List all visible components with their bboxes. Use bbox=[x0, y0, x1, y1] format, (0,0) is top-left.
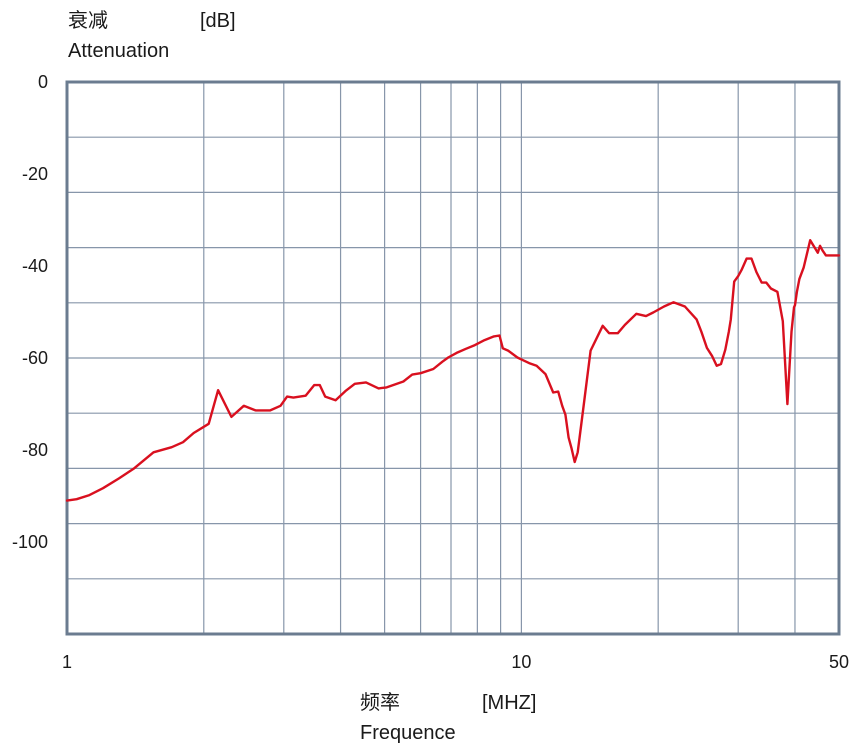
y-tick-label: -60 bbox=[22, 348, 48, 368]
y-axis-label-cn: 衰减 bbox=[68, 10, 108, 32]
y-axis-label: Attenuation bbox=[68, 40, 170, 62]
x-tick-label: 10 bbox=[511, 652, 531, 672]
gridlines bbox=[67, 82, 839, 634]
y-tick-labels: 0 -20 -40 -60 -80 -100 bbox=[12, 72, 48, 552]
plot-frame bbox=[65, 80, 841, 636]
x-tick-labels: 1 10 50 bbox=[62, 652, 849, 672]
x-tick-label: 1 bbox=[62, 652, 72, 672]
y-tick-label: 0 bbox=[38, 72, 48, 92]
x-axis-label: Frequence bbox=[360, 722, 456, 744]
y-tick-label: -100 bbox=[12, 532, 48, 552]
x-tick-label: 50 bbox=[829, 652, 849, 672]
attenuation-curve bbox=[65, 238, 841, 502]
y-axis-unit: [dB] bbox=[200, 10, 236, 32]
x-axis-label-cn: 频率 bbox=[360, 692, 400, 714]
x-axis-unit: [MHZ] bbox=[482, 692, 537, 714]
series-group bbox=[65, 238, 841, 502]
y-tick-label: -80 bbox=[22, 440, 48, 460]
y-tick-label: -20 bbox=[22, 164, 48, 184]
y-tick-label: -40 bbox=[22, 256, 48, 276]
